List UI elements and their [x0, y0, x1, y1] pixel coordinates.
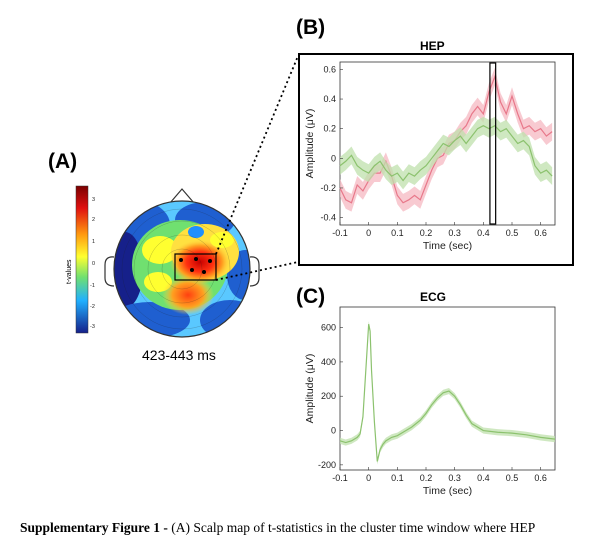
y-tick-label: -0.2	[320, 183, 336, 193]
colorbar	[75, 185, 89, 334]
x-tick-label: 0.2	[420, 473, 433, 483]
colorbar-label: t-values	[66, 259, 73, 284]
y-tick-label: 0.6	[323, 64, 336, 74]
series-confidence-band	[340, 116, 553, 190]
time-window-label: 423-443 ms	[142, 347, 216, 363]
x-tick-label: 0.3	[448, 228, 461, 238]
x-tick-label: -0.1	[332, 228, 348, 238]
caption-text: (A) Scalp map of t-statistics in the clu…	[167, 520, 536, 535]
x-axis-label: Time (sec)	[423, 485, 472, 497]
y-tick-label: 0	[331, 153, 336, 163]
panel-a-label: (A)	[48, 150, 78, 173]
x-axis-label: Time (sec)	[423, 240, 472, 252]
head-outline	[113, 200, 251, 338]
x-tick-label: 0	[366, 473, 371, 483]
colorbar-tick: -3	[90, 324, 95, 330]
x-tick-label: 0.3	[448, 473, 461, 483]
colorbar-tick: -2	[90, 304, 95, 310]
x-tick-label: 0.1	[391, 228, 404, 238]
series-line	[339, 324, 556, 462]
electrode-cluster-box	[174, 253, 217, 281]
hep-title: HEP	[420, 39, 445, 53]
x-tick-label: 0.5	[506, 228, 519, 238]
y-tick-label: 0.2	[323, 124, 336, 134]
x-tick-label: 0.6	[534, 473, 547, 483]
x-tick-label: 0.2	[420, 228, 433, 238]
y-tick-label: 400	[321, 357, 336, 367]
zoom-line-bottom	[215, 261, 299, 281]
caption-bold: Supplementary Figure 1 -	[20, 520, 168, 535]
x-tick-label: 0.4	[477, 228, 490, 238]
panel-b-label: (B)	[296, 16, 326, 39]
colorbar-tick: 2	[92, 217, 95, 223]
colorbar-tick: -1	[90, 283, 95, 289]
nose	[169, 188, 195, 204]
x-tick-label: 0	[366, 228, 371, 238]
x-tick-label: 0.6	[534, 228, 547, 238]
colorbar-tick: 0	[92, 261, 95, 267]
colorbar-tick: 3	[92, 197, 95, 203]
electrode-markers	[179, 257, 212, 274]
left-ear	[104, 256, 115, 287]
y-tick-label: 600	[321, 323, 336, 333]
ecg-title: ECG	[420, 290, 447, 304]
right-ear	[249, 256, 260, 287]
series-line	[339, 124, 553, 182]
y-tick-label: 0.4	[323, 94, 336, 104]
zoom-line-top	[215, 55, 299, 255]
y-axis-label: Amplitude (μV)	[304, 354, 316, 424]
x-tick-label: 0.4	[477, 473, 490, 483]
time-window-highlight	[489, 62, 497, 225]
figure-caption: Supplementary Figure 1 - (A) Scalp map o…	[20, 520, 600, 536]
y-tick-label: 0	[331, 426, 336, 436]
y-tick-label: -0.4	[320, 213, 336, 223]
y-axis-label: Amplitude (μV)	[304, 109, 316, 179]
x-tick-label: 0.1	[391, 473, 404, 483]
panel-c-label: (C)	[296, 285, 326, 308]
y-tick-label: 200	[321, 391, 336, 401]
y-tick-label: -200	[318, 460, 336, 470]
x-tick-label: -0.1	[332, 473, 348, 483]
x-tick-label: 0.5	[506, 473, 519, 483]
colorbar-tick: 1	[92, 239, 95, 245]
series-confidence-band	[340, 321, 555, 465]
panel-b-frame	[298, 53, 574, 266]
